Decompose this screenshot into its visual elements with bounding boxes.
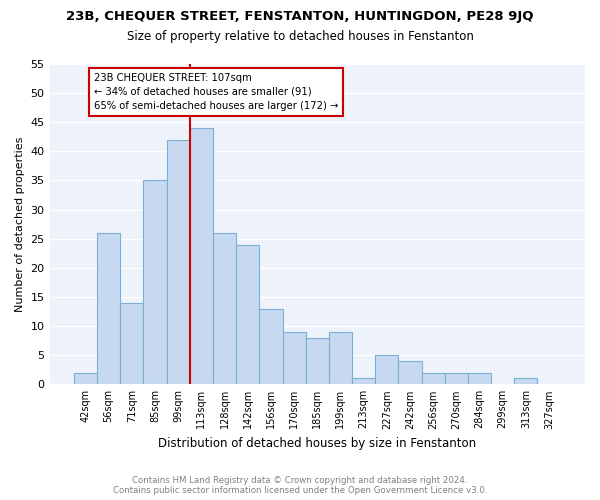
Y-axis label: Number of detached properties: Number of detached properties (15, 136, 25, 312)
Bar (422, 372, 445, 384)
Bar (514, 378, 538, 384)
Text: 23B CHEQUER STREET: 107sqm
← 34% of detached houses are smaller (91)
65% of semi: 23B CHEQUER STREET: 107sqm ← 34% of deta… (94, 72, 338, 110)
Bar (375, 355, 398, 384)
Bar (213, 233, 236, 384)
Bar (352, 378, 375, 384)
X-axis label: Distribution of detached houses by size in Fenstanton: Distribution of detached houses by size … (158, 437, 476, 450)
Bar (468, 372, 491, 384)
Bar (120, 303, 143, 384)
Bar (190, 128, 213, 384)
Bar (305, 338, 329, 384)
Bar (74, 372, 97, 384)
Bar (445, 372, 468, 384)
Text: 23B, CHEQUER STREET, FENSTANTON, HUNTINGDON, PE28 9JQ: 23B, CHEQUER STREET, FENSTANTON, HUNTING… (66, 10, 534, 23)
Bar (283, 332, 305, 384)
Bar (329, 332, 352, 384)
Bar (143, 180, 167, 384)
Text: Contains HM Land Registry data © Crown copyright and database right 2024.
Contai: Contains HM Land Registry data © Crown c… (113, 476, 487, 495)
Bar (97, 233, 120, 384)
Bar (167, 140, 190, 384)
Text: Size of property relative to detached houses in Fenstanton: Size of property relative to detached ho… (127, 30, 473, 43)
Bar (259, 308, 283, 384)
Bar (236, 244, 259, 384)
Bar (398, 361, 422, 384)
